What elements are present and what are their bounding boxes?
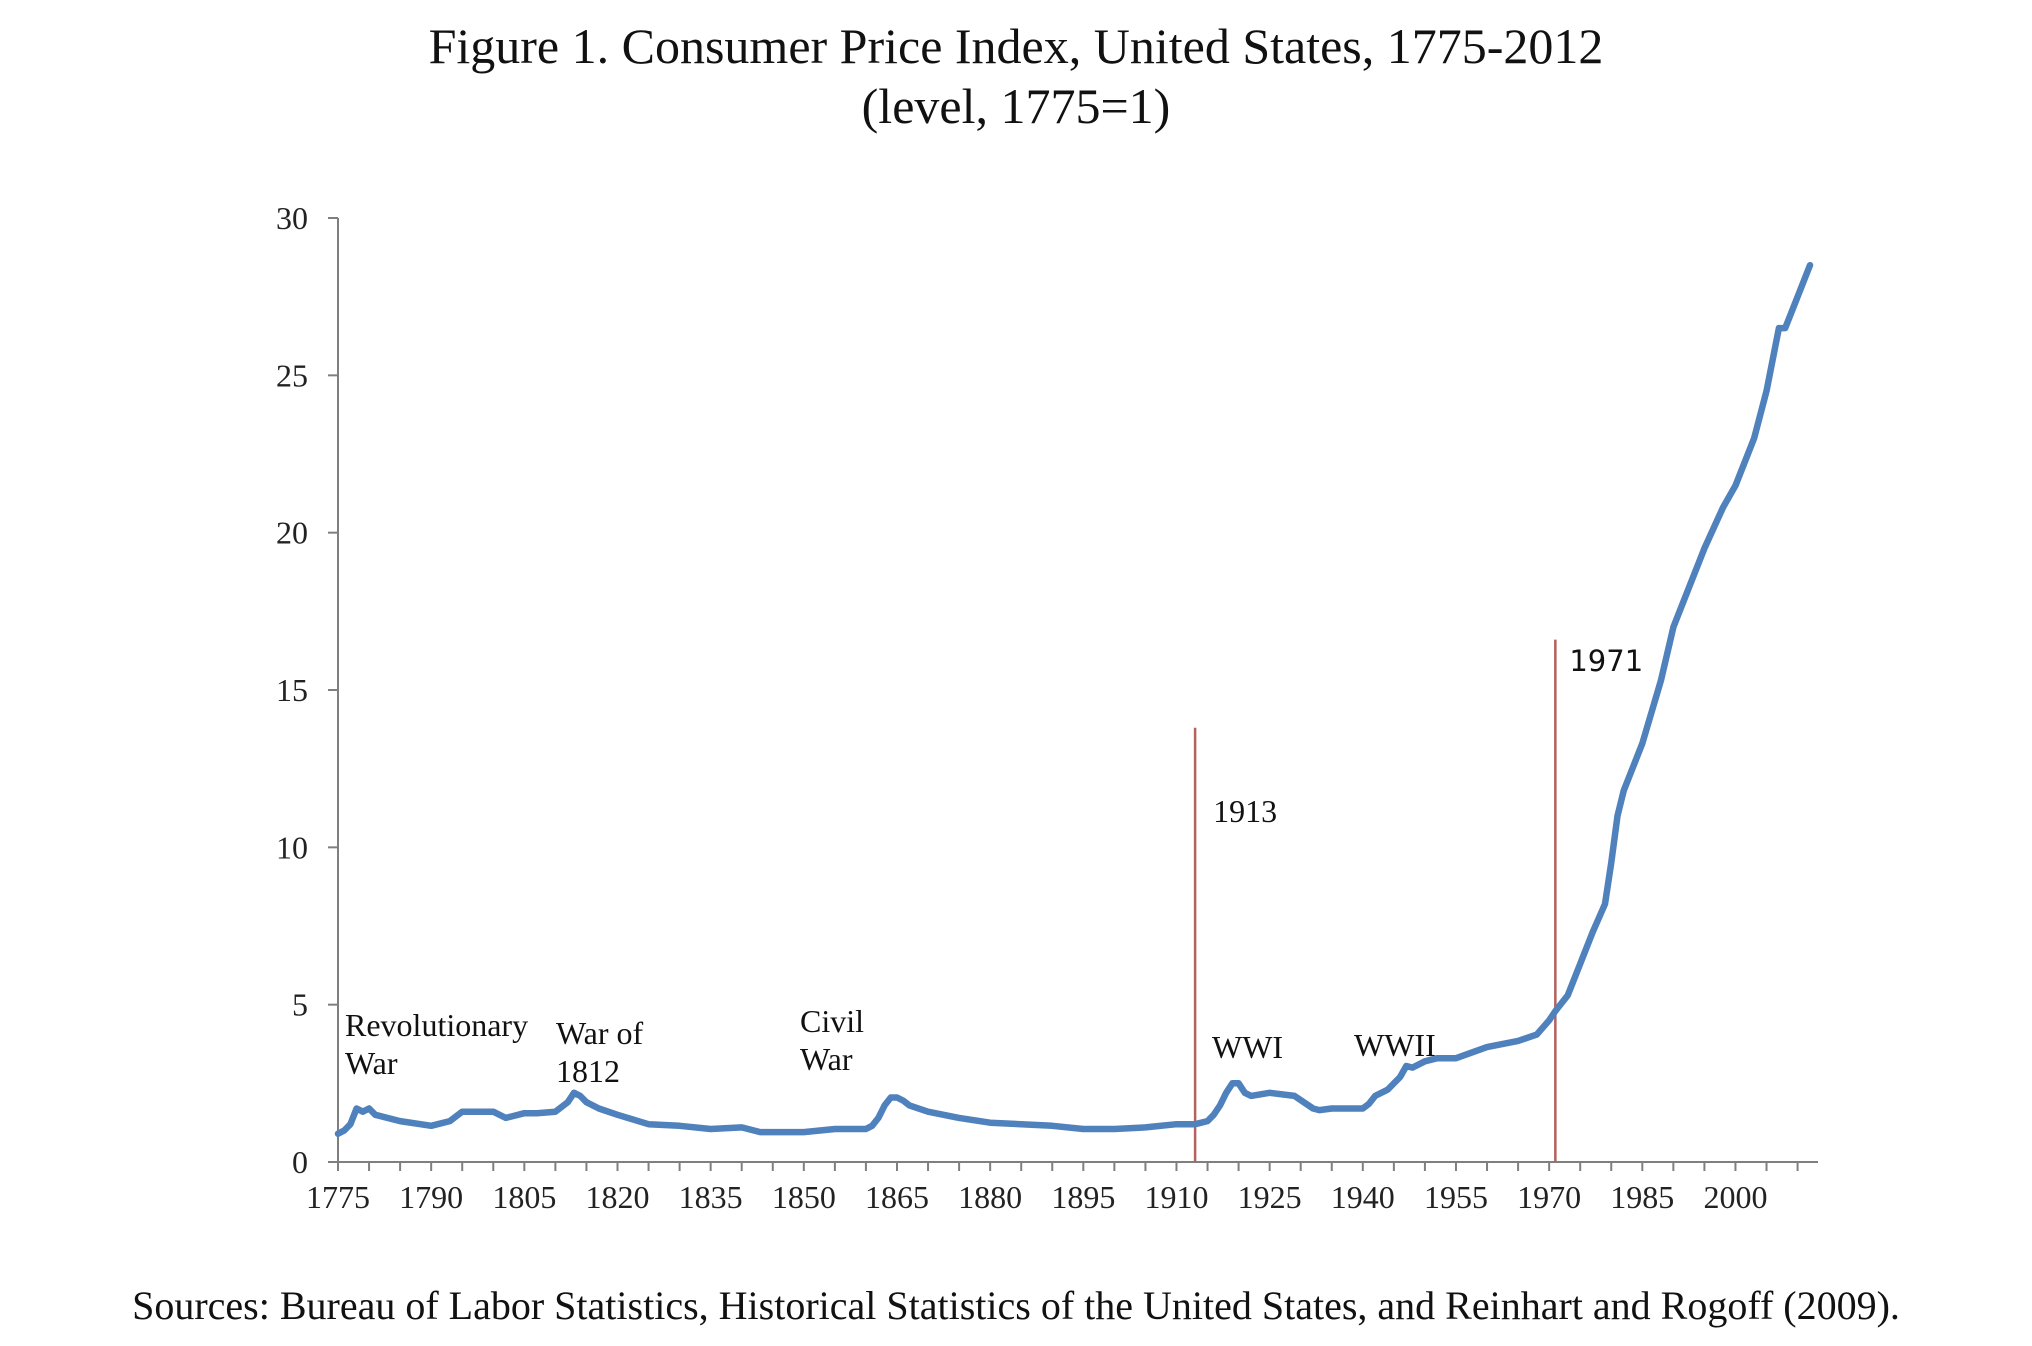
annotation-revolutionary-war: Revolutionary War <box>345 1007 528 1081</box>
marker-label-1913: 1913 <box>1213 793 1277 829</box>
annotation-war-of-1812: War of 1812 <box>556 1015 644 1089</box>
x-tick-label: 2000 <box>1703 1179 1767 1215</box>
chart-title: Figure 1. Consumer Price Index, United S… <box>428 18 1604 74</box>
cpi-series-line <box>334 261 1814 1137</box>
annotation-war-of-1812-line: 1812 <box>556 1053 620 1089</box>
x-tick-label: 1850 <box>772 1179 836 1215</box>
source-note: Sources: Bureau of Labor Statistics, His… <box>132 1283 1900 1328</box>
marker-label-1971: 1971 <box>1569 644 1643 678</box>
annotation-wwi: WWI <box>1212 1029 1283 1065</box>
annotation-civil-war-line: Civil <box>800 1003 864 1039</box>
annotation-wwii: WWII <box>1354 1027 1436 1063</box>
x-tick-label: 1775 <box>306 1179 370 1215</box>
y-tick-label: 10 <box>276 829 308 865</box>
event-markers: 1913 1971 <box>1193 639 1643 1162</box>
x-tick-label: 1985 <box>1610 1179 1674 1215</box>
x-tick-label: 1805 <box>492 1179 556 1215</box>
x-tick-label: 1925 <box>1238 1179 1302 1215</box>
x-tick-label: 1910 <box>1144 1179 1208 1215</box>
y-tick-label: 25 <box>276 357 308 393</box>
annotation-civil-war: Civil War <box>800 1003 864 1077</box>
y-tick-label: 15 <box>276 672 308 708</box>
annotation-wwii-line: WWII <box>1354 1027 1436 1063</box>
annotation-wwi-line: WWI <box>1212 1029 1283 1065</box>
x-tick-label: 1790 <box>399 1179 463 1215</box>
annotation-war-of-1812-line: War of <box>556 1015 644 1051</box>
axes: 0 5 10 15 20 25 30 1775 1790 1805 1820 1835 1850 1865… <box>276 200 1818 1215</box>
y-tick-label: 5 <box>292 987 308 1023</box>
annotation-civil-war-line: War <box>800 1041 853 1077</box>
y-tick-label: 20 <box>276 515 308 551</box>
x-tick-label: 1940 <box>1331 1179 1395 1215</box>
x-tick-label: 1955 <box>1424 1179 1488 1215</box>
x-tick-label: 1895 <box>1051 1179 1115 1215</box>
x-tick-label: 1880 <box>958 1179 1022 1215</box>
x-tick-label: 1835 <box>679 1179 743 1215</box>
y-tick-label: 30 <box>276 200 308 236</box>
x-tick-label: 1820 <box>585 1179 649 1215</box>
series-group <box>334 261 1814 1137</box>
y-tick-label: 0 <box>292 1144 308 1180</box>
chart-subtitle: (level, 1775=1) <box>861 78 1171 134</box>
x-tick-label: 1865 <box>865 1179 929 1215</box>
x-tick-label: 1970 <box>1517 1179 1581 1215</box>
annotation-revolutionary-war-line: War <box>345 1045 398 1081</box>
annotation-revolutionary-war-line: Revolutionary <box>345 1007 528 1043</box>
